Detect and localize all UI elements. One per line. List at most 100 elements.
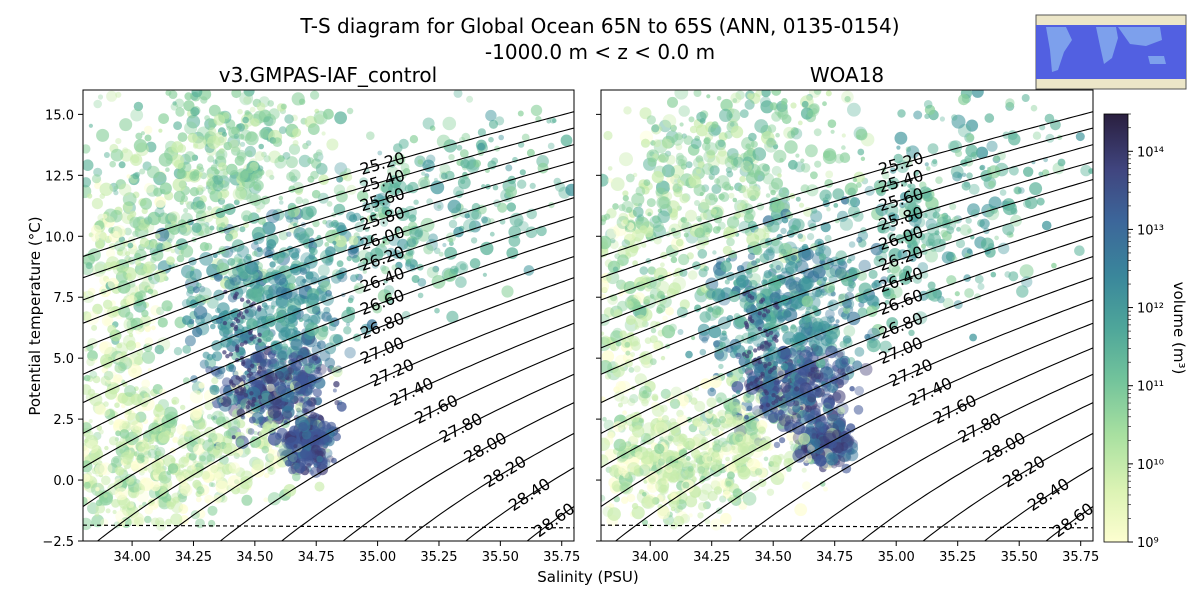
volume-bin [291,252,300,261]
volume-bin [801,276,815,290]
volume-bin [299,449,310,459]
panel-obs: WOA18 25.2025.4025.6025.8026.0026.2026.4… [596,63,1099,565]
volume-bin [326,201,333,207]
volume-bin [228,379,234,384]
volume-bin [315,363,327,375]
volume-bin [113,190,119,196]
volume-bin [83,144,91,154]
volume-bin [244,131,259,146]
volume-bin [325,258,333,266]
volume-bin [823,486,828,492]
volume-bin [204,401,214,411]
volume-bin [489,231,495,237]
volume-bin [258,128,269,139]
volume-bin [115,270,129,283]
volume-bin [677,180,685,187]
panel-title-obs: WOA18 [810,63,884,87]
volume-bin [706,397,717,408]
volume-bin [266,239,277,249]
volume-bin [282,405,295,419]
volume-bin [221,204,227,209]
volume-bin [421,171,426,176]
volume-bin [641,390,650,399]
volume-bin [705,429,712,437]
volume-bin [239,342,245,347]
volume-bin [679,193,690,204]
volume-bin [737,265,745,273]
volume-bin [858,259,871,273]
volume-bin [899,202,906,209]
volume-bin [643,227,654,238]
volume-bin [335,190,348,203]
volume-bin [96,425,103,431]
volume-bin [131,513,146,528]
volume-bin [193,443,205,456]
volume-bin [231,276,238,283]
volume-bin [417,278,427,287]
volume-bin [184,121,198,135]
volume-bin [733,419,742,429]
volume-bin [262,221,276,235]
volume-bin [370,247,384,261]
volume-bin [172,496,180,504]
volume-bin [717,139,726,148]
volume-bin [680,216,688,223]
volume-bin [707,387,717,397]
volume-bin [218,411,223,416]
volume-bin [233,133,240,139]
volume-bin [481,216,488,224]
volume-bin [740,199,749,209]
volume-bin [311,425,319,432]
volume-bin [168,211,181,224]
volume-bin [857,307,868,318]
volume-bin [127,481,140,493]
volume-bin [641,519,649,526]
volume-bin [334,111,347,125]
volume-bin [200,470,211,480]
volume-bin [267,466,276,475]
volume-bin [954,149,963,157]
volume-bin [786,431,797,442]
volume-bin [690,138,702,150]
volume-bin [234,317,239,322]
volume-bin [170,457,176,463]
volume-bin [157,212,170,225]
volume-bin [776,274,783,280]
volume-bin [127,412,140,426]
volume-bin [180,503,186,510]
volume-bin [814,372,821,380]
volume-bin [662,315,668,321]
volume-bin [133,139,148,153]
volume-bin [257,338,262,343]
volume-bin [305,450,316,460]
volume-bin [100,375,111,386]
volume-bin [685,209,697,222]
volume-bin [243,340,248,345]
volume-bin [105,508,111,514]
volume-bin [132,451,138,457]
volume-bin [735,352,742,360]
volume-bin [753,408,764,419]
volume-bin [631,505,645,520]
volume-bin [248,371,253,376]
volume-bin [348,235,359,246]
volume-bin [701,436,708,444]
volume-bin [917,232,926,241]
volume-bin [442,242,447,248]
volume-bin [186,289,194,297]
volume-bin [927,281,936,290]
volume-bin [434,307,440,314]
volume-bin [208,127,217,136]
volume-bin [824,234,832,242]
volume-bin [762,323,769,329]
panel-title-model: v3.GMPAS-IAF_control [219,63,437,87]
volume-bin [370,211,376,217]
isopycnal-line [342,402,574,541]
volume-bin [732,216,738,221]
volume-bin [740,160,753,173]
volume-bin [807,109,815,118]
volume-bin [739,109,749,118]
volume-bin [252,170,263,181]
volume-bin [116,249,123,256]
volume-bin [761,131,775,145]
